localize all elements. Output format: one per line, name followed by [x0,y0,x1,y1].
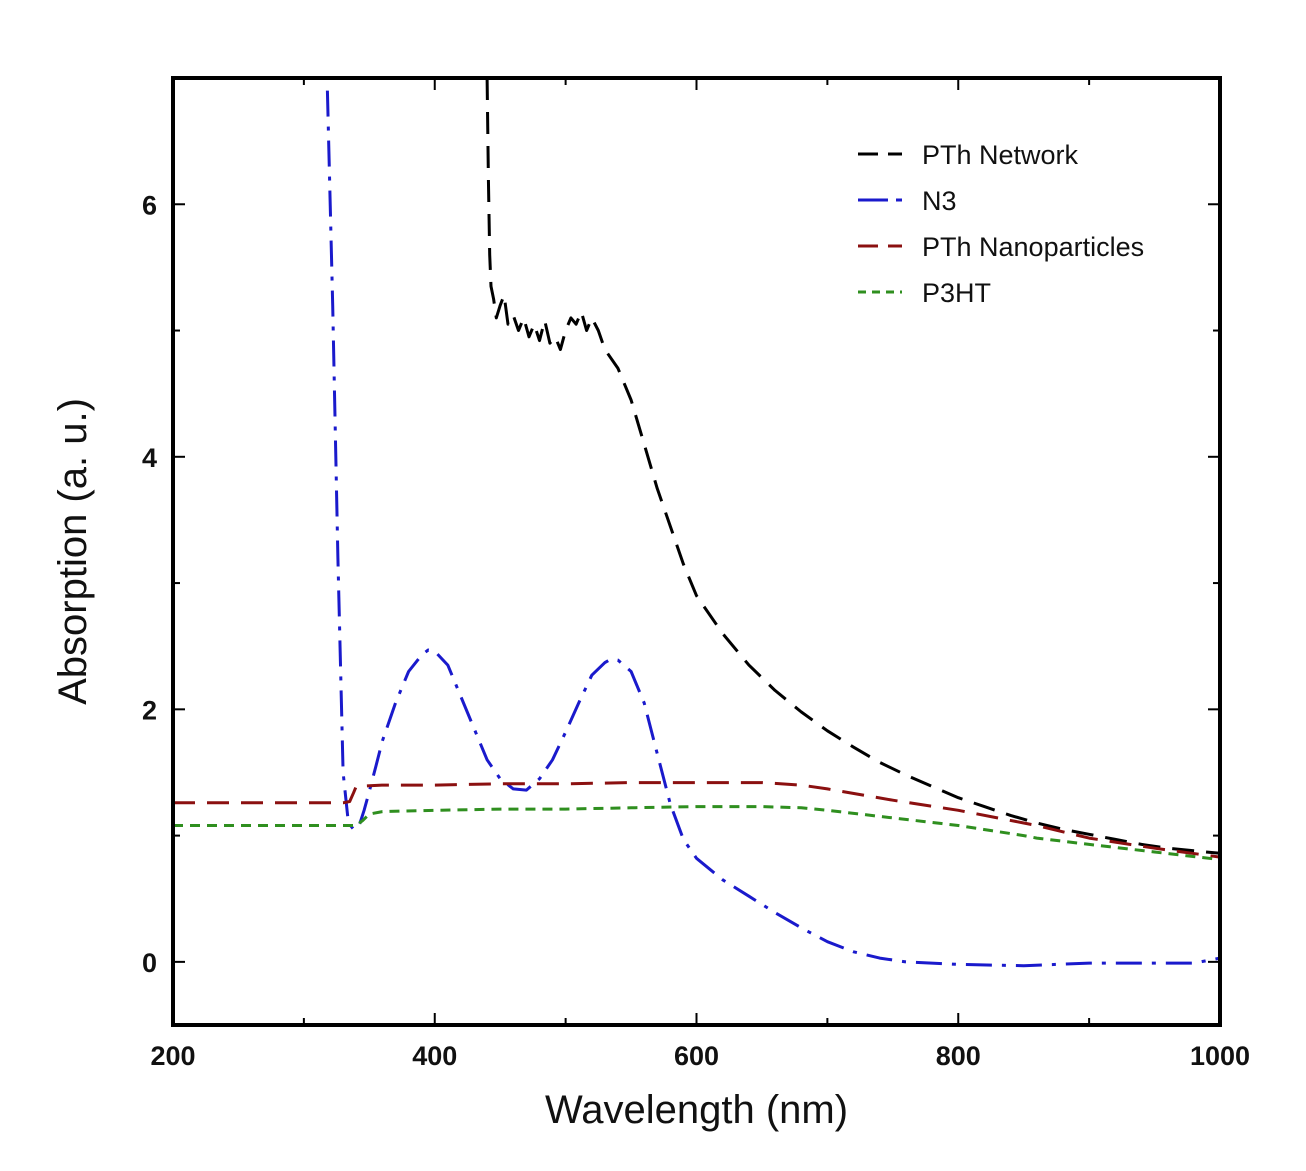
series-lines [173,77,1221,968]
series-line-pth-network [485,77,1221,855]
y-tick-label: 0 [142,948,157,978]
y-tick-label: 2 [142,695,157,725]
legend: PTh Network N3 PTh Nanoparticles P3HT [858,140,1144,308]
legend-label: N3 [922,186,957,216]
series-line-p3ht [173,805,1221,862]
legend-label: PTh Network [922,140,1079,170]
x-tick-label: 600 [674,1041,719,1071]
tick-labels: 200 400 600 800 1000 0 2 4 6 [142,190,1250,1071]
x-tick-label: 800 [936,1041,981,1071]
x-axis-title: Wavelength (nm) [545,1088,848,1132]
legend-label: P3HT [922,278,991,308]
y-tick-label: 4 [142,443,157,473]
x-tick-label: 400 [412,1041,457,1071]
legend-label: PTh Nanoparticles [922,232,1144,262]
series-line-pth-nanoparticles [173,781,1221,859]
plot-frame [171,76,1222,1027]
y-tick-label: 6 [142,190,157,220]
x-tick-label: 200 [150,1041,195,1071]
x-tick-label: 1000 [1190,1041,1250,1071]
y-axis-title: Absorption (a. u.) [51,398,95,705]
